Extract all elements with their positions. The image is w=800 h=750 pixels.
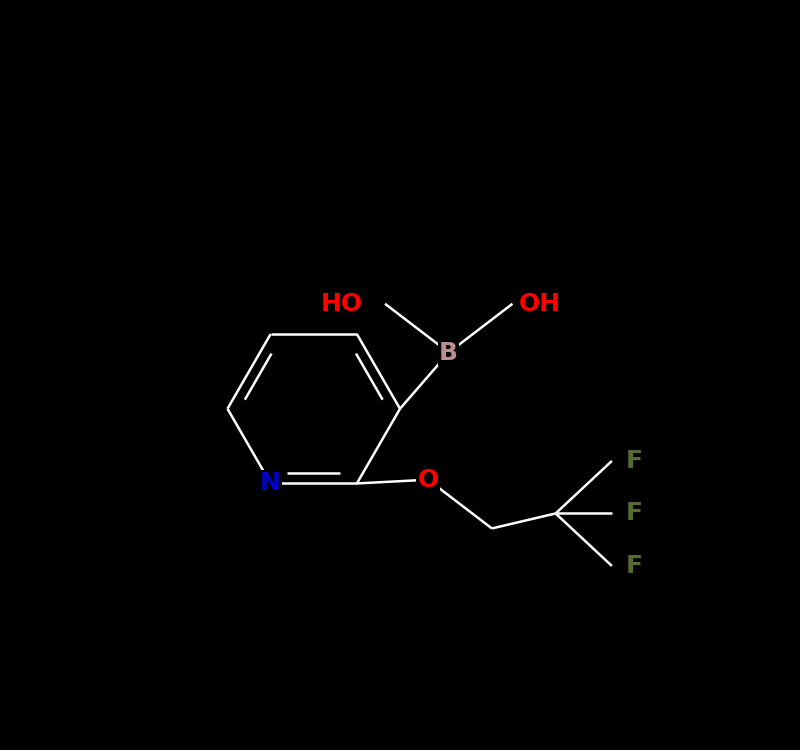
Text: B: B (439, 340, 458, 364)
Text: HO: HO (320, 292, 362, 316)
Text: F: F (626, 449, 642, 473)
Text: OH: OH (518, 292, 561, 316)
Text: F: F (626, 554, 642, 578)
Text: O: O (418, 468, 438, 492)
Text: N: N (260, 472, 281, 496)
Text: F: F (626, 502, 642, 526)
